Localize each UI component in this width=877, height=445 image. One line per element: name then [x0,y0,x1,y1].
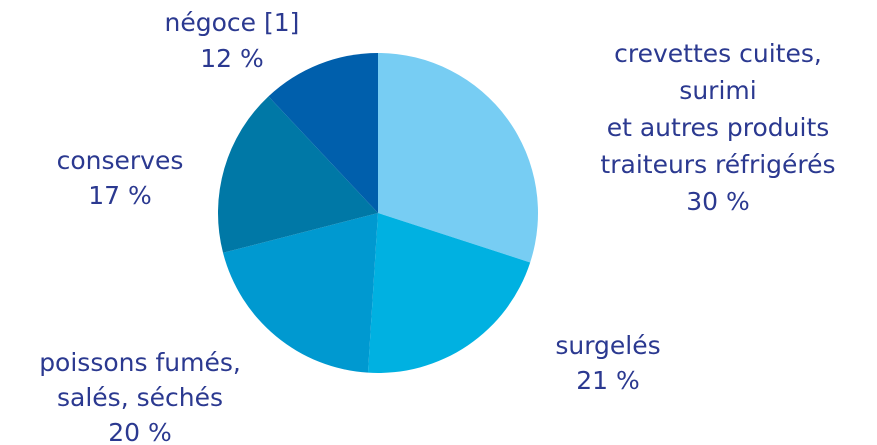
slice-label: négoce [1] [165,8,300,37]
value-label: 20 % [108,418,172,445]
slice-label: salés, séchés [57,383,223,412]
value-label: 17 % [88,181,152,210]
pie-slice [378,53,538,263]
value-label: 30 % [686,187,750,216]
value-label: 12 % [200,44,264,73]
slice-label: et autres produits [607,113,830,142]
pie-slice [218,96,378,253]
value-label: 21 % [576,366,640,395]
pie-slice [367,213,531,373]
pie-slice [223,213,378,373]
slice-label: poissons fumés, [39,348,241,377]
slice-label: surgelés [555,331,660,360]
pie-slice [268,52,378,213]
slice-label: surimi [679,76,756,105]
slice-label: conserves [57,146,184,175]
slice-label: traiteurs réfrigérés [600,150,835,179]
slice-label: crevettes cuites, [614,39,822,68]
